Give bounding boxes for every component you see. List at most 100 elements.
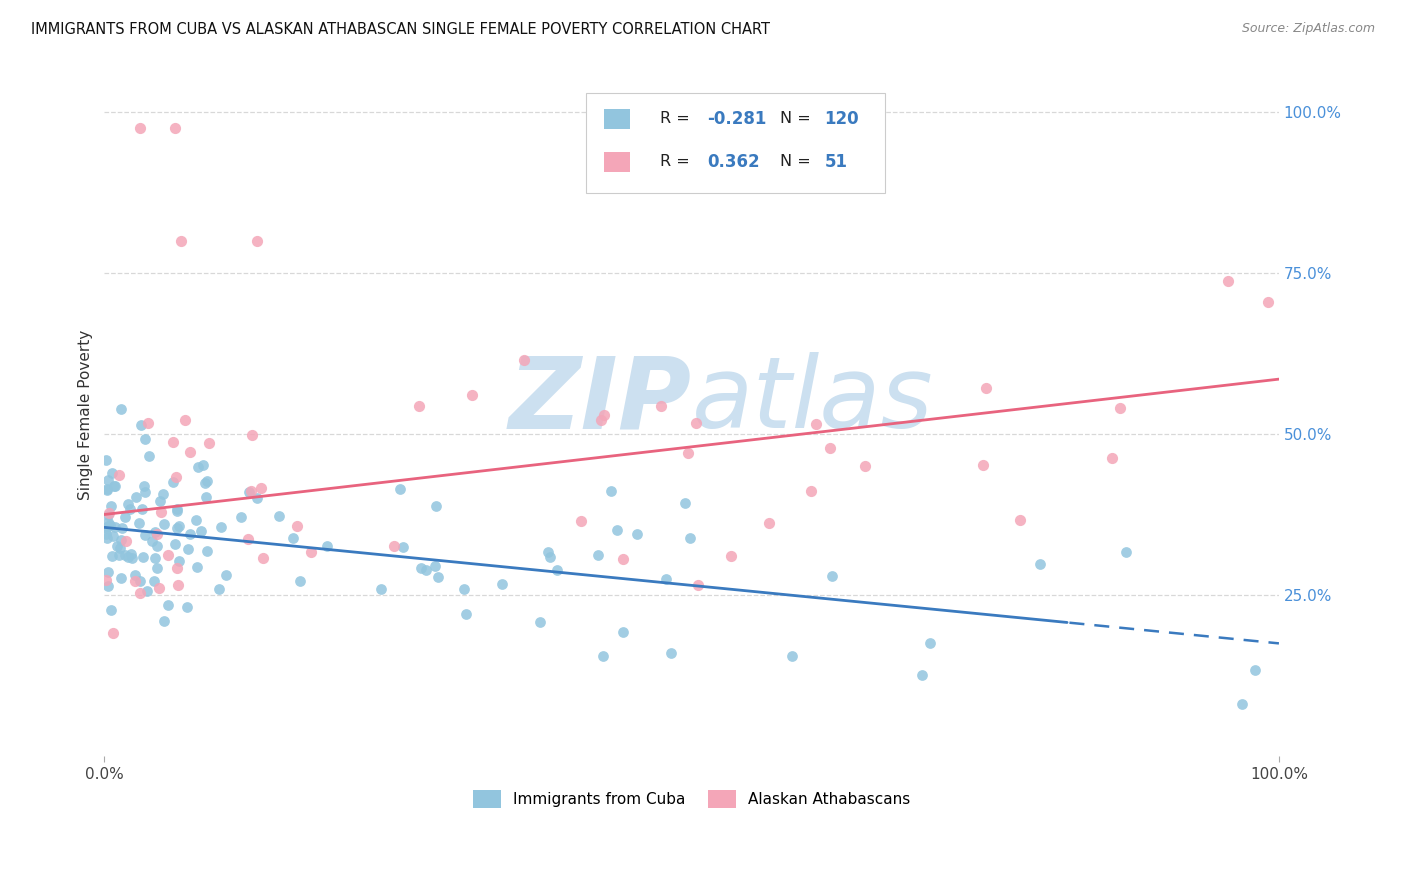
Point (195, 544, 218, 558)
Point (110, 571, 132, 585)
Text: R =: R = (659, 112, 695, 127)
Point (132, 479, 155, 493)
Point (245, 491, 267, 505)
Point (173, 413, 195, 427)
Point (100, 549, 122, 564)
Point (1216, 274, 1239, 288)
Point (128, 120, 150, 135)
Point (103, 479, 125, 493)
Point (918, 636, 941, 650)
Point (853, 459, 876, 474)
Point (780, 648, 803, 663)
Point (382, 539, 405, 553)
Point (427, 569, 450, 583)
Point (117, 550, 139, 565)
Point (136, 416, 159, 430)
Point (167, 518, 190, 533)
Point (1257, 294, 1279, 309)
Point (215, 568, 238, 582)
Point (659, 646, 682, 660)
Point (250, 481, 273, 495)
Point (108, 541, 131, 555)
Point (94, 573, 117, 587)
Point (655, 572, 678, 586)
Point (208, 582, 231, 596)
Point (408, 399, 430, 413)
Point (163, 537, 186, 551)
Point (121, 551, 143, 566)
Point (626, 527, 648, 541)
Point (191, 458, 214, 472)
Point (423, 559, 446, 574)
Point (612, 551, 634, 566)
Point (162, 475, 184, 489)
Point (316, 539, 339, 553)
Point (389, 483, 412, 497)
Point (231, 509, 253, 524)
Point (238, 485, 260, 500)
Point (1232, 697, 1254, 711)
Point (146, 526, 169, 541)
Point (97, 578, 120, 592)
Point (536, 544, 558, 558)
Point (97, 473, 120, 487)
Point (491, 576, 513, 591)
Text: 0.362: 0.362 (707, 153, 759, 170)
Point (612, 625, 634, 640)
Point (124, 574, 146, 588)
Point (124, 567, 146, 582)
Point (238, 532, 260, 546)
Point (650, 399, 672, 413)
Point (720, 549, 742, 563)
Point (128, 516, 150, 531)
Text: N =: N = (780, 112, 815, 127)
Point (96, 482, 118, 496)
Point (209, 519, 232, 533)
Point (285, 519, 308, 533)
Point (166, 561, 188, 575)
Point (194, 476, 217, 491)
Text: N =: N = (780, 154, 815, 169)
Point (186, 513, 208, 527)
Point (1115, 545, 1137, 559)
Point (370, 582, 392, 596)
Point (108, 467, 131, 482)
Point (94, 453, 117, 467)
Point (110, 401, 132, 416)
Point (138, 450, 160, 464)
Text: IMMIGRANTS FROM CUBA VS ALASKAN ATHABASCAN SINGLE FEMALE POVERTY CORRELATION CHA: IMMIGRANTS FROM CUBA VS ALASKAN ATHABASC… (31, 22, 770, 37)
Point (146, 561, 169, 575)
Point (820, 568, 842, 582)
Point (242, 428, 264, 442)
Point (688, 578, 710, 592)
Point (187, 459, 209, 474)
FancyBboxPatch shape (586, 94, 886, 193)
FancyBboxPatch shape (603, 109, 630, 129)
Point (976, 381, 998, 395)
Point (97, 565, 120, 579)
Point (131, 501, 153, 516)
Point (101, 528, 124, 542)
Point (461, 388, 484, 402)
Text: ZIP: ZIP (509, 352, 692, 450)
Point (148, 581, 170, 595)
Point (198, 436, 221, 450)
Point (972, 458, 994, 472)
Point (415, 563, 437, 577)
Point (98, 517, 121, 532)
Point (141, 534, 163, 549)
Point (128, 586, 150, 600)
Point (1244, 663, 1267, 677)
Text: R =: R = (659, 154, 695, 169)
Point (190, 524, 212, 538)
Point (1008, 513, 1031, 527)
Point (606, 523, 628, 537)
Point (97, 508, 120, 522)
Point (1108, 401, 1130, 415)
Point (129, 574, 152, 589)
Point (593, 408, 616, 422)
Point (153, 517, 176, 532)
Point (100, 603, 122, 617)
Point (456, 607, 478, 621)
Point (143, 574, 166, 588)
